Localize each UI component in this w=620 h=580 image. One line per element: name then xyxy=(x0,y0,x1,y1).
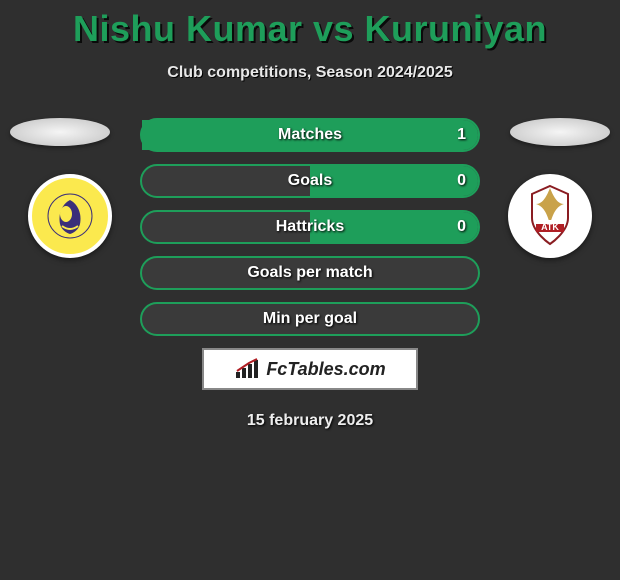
brand-box[interactable]: FcTables.com xyxy=(202,348,418,390)
stats-area: ATK Matches 1 Goals 0 Hattricks 0 Goals per ma… xyxy=(0,118,620,336)
date-line: 15 february 2025 xyxy=(0,412,620,430)
stat-row: Min per goal xyxy=(140,302,480,336)
bar-chart-icon xyxy=(234,358,260,380)
stat-row: Goals 0 xyxy=(140,164,480,198)
stat-value-right: 0 xyxy=(457,172,466,190)
subtitle: Club competitions, Season 2024/2025 xyxy=(0,64,620,82)
stat-row: Hattricks 0 xyxy=(140,210,480,244)
stat-row: Goals per match xyxy=(140,256,480,290)
stat-label: Goals xyxy=(288,172,332,190)
player-left-photo-placeholder xyxy=(10,118,110,146)
stat-value-right: 0 xyxy=(457,218,466,236)
stat-fill-right xyxy=(310,166,478,196)
kerala-blasters-icon xyxy=(40,186,100,246)
atk-icon: ATK xyxy=(514,180,586,252)
player-right-photo-placeholder xyxy=(510,118,610,146)
stat-label: Goals per match xyxy=(247,264,372,282)
stat-label: Hattricks xyxy=(276,218,344,236)
stat-value-right: 1 xyxy=(457,126,466,144)
brand-label: FcTables.com xyxy=(266,359,385,380)
svg-text:ATK: ATK xyxy=(541,222,559,232)
club-badge-left xyxy=(28,174,112,258)
stat-row: Matches 1 xyxy=(140,118,480,152)
page-title: Nishu Kumar vs Kuruniyan xyxy=(0,0,620,50)
stat-label: Matches xyxy=(278,126,342,144)
stat-label: Min per goal xyxy=(263,310,357,328)
club-badge-right: ATK xyxy=(508,174,592,258)
